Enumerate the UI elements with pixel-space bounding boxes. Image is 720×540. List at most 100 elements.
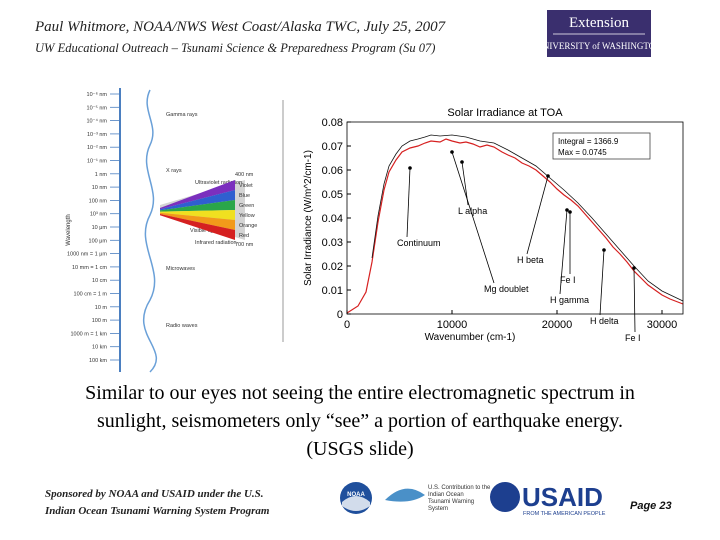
x-axis-label: Wavenumber (cm-1) [425,332,516,343]
scale-label: 10 μm [92,225,108,231]
program-text: System [428,506,448,512]
y-tick-label: 0.01 [322,285,343,297]
x-tick-label: 20000 [542,319,573,331]
arrow-head [408,166,412,170]
logo-text: Extension [569,15,629,31]
arrow-head [632,266,636,270]
y-tick-label: 0.08 [322,117,343,129]
annotation-arrow [451,151,495,284]
annotation-label: Continuum [397,238,441,248]
arrow-head [546,174,550,178]
arrow-head [568,210,572,214]
scale-label: 10 mm = 1 cm [72,265,107,271]
stat-text: Integral = 1366.9 [558,137,619,146]
band-label: Gamma rays [166,112,198,118]
annotation-label: Fe I [625,333,641,343]
spectrum-curve [346,138,684,314]
visible-limit: 400 nm [235,172,254,178]
usaid-seal [490,482,520,512]
arrow-head [602,248,606,252]
usaid-logo: USAID FROM THE AMERICAN PEOPLE [490,482,606,517]
x-tick-label: 0 [344,319,350,331]
logo-text: UNIVERSITY of WASHINGTON [536,41,662,51]
scale-label: 1000 nm = 1 μm [67,252,107,258]
scale-label: 100 km [89,358,107,364]
stat-box [552,132,651,160]
band-label: Infrared radiation [195,240,237,246]
y-tick-label: 0.05 [322,189,343,201]
scale-label: 10⁻¹ nm [87,159,107,165]
annotation-label: H beta [517,255,544,265]
arrow-head [460,160,464,164]
sponsor-line: Sponsored by NOAA and USAID under the U.… [45,488,264,500]
noaa-wave [342,496,370,511]
program-text: U.S. Contribution to the [428,485,491,491]
color-label: Blue [239,193,250,199]
noaa-text: NOAA [347,492,365,498]
irradiance-chart: 0 0.01 0.02 0.03 0.04 0.05 0.06 0.07 0.08 0 10000 2… [282,100,700,343]
x-tick-label: 10000 [437,319,468,331]
scale-label: 100 m [92,318,108,324]
blackbody-curve [371,134,684,302]
band-label: Radio waves [166,323,198,329]
y-axis-label: Solar Irradiance (W/m^2/cm-1) [303,150,314,286]
y-tick-label: 0.03 [322,237,343,249]
wave-icon [385,488,425,502]
scale-label: 100 μm [89,238,108,244]
band-label: Ultraviolet radiation [195,180,242,186]
caption-line: (USGS slide) [306,438,413,460]
scale-label: 10 km [92,345,107,351]
spectrum-diagram: 10⁻⁶ nm 10⁻⁵ nm 10⁻⁴ nm 10⁻³ nm 10⁻² nm 10⁻¹ … [66,88,257,373]
color-label: Green [239,203,254,209]
scale-label: 10 nm [92,185,108,191]
wave [143,89,157,373]
header-line: Paul Whitmore, NOAA/NWS West Coast/Alask… [34,19,447,35]
color-label: Red [239,233,249,239]
y-tick-label: 0.04 [322,213,343,225]
color-band [160,180,235,210]
arrow-head [450,150,454,154]
color-label: Orange [239,223,257,229]
arrow-head [565,208,569,212]
caption-line: Similar to our eyes not seeing the entir… [85,382,635,404]
scale-label: 10⁻² nm [87,145,107,151]
annotation-arrow [559,209,568,295]
axis-label: Wavelength [66,214,72,245]
annotation-label: H gamma [550,295,589,305]
uw-logo: Extension UNIVERSITY of WASHINGTON [536,10,662,57]
annotation-label: H delta [590,316,619,326]
scale-label: 100 cm = 1 m [74,292,108,298]
header-line: UW Educational Outreach – Tsunami Scienc… [35,41,435,55]
annotation-arrow [526,175,549,255]
scale-label: 1 nm [95,172,108,178]
chart-title: Solar Irradiance at TOA [447,107,563,119]
color-label: Violet [239,183,253,189]
logo-box [547,10,651,57]
y-tick-label: 0.07 [322,141,343,153]
band-label: Microwaves [166,266,195,272]
y-tick-label: 0.02 [322,261,343,273]
color-band [160,214,235,240]
y-tick-label: 0 [337,309,343,321]
color-band [160,200,235,212]
program-text: Tsunami Warning [428,499,474,505]
annotation-arrow [633,267,636,333]
annotation-arrow [599,249,605,316]
annotation-label: Fe I [560,275,576,285]
scale-label: 1000 m = 1 km [70,331,107,337]
color-band [160,190,235,211]
scale-label: 10⁻⁵ nm [87,104,108,111]
scale-label: 10 m [95,305,108,311]
scale-label: 10 cm [92,278,107,284]
annotation-label: L alpha [458,206,487,216]
us-program-logo: U.S. Contribution to the Indian Ocean Ts… [385,485,491,512]
caption-line: sunlight, seismometers only “see” a port… [97,410,623,432]
visible-limit: 700 nm [235,242,254,248]
scale-label: 10⁻³ nm [87,132,107,138]
scale-label: 10⁻⁶ nm [87,91,108,98]
band-label: X rays [166,168,182,174]
program-text: Indian Ocean [428,492,464,498]
sponsor-line: Indian Ocean Tsunami Warning System Prog… [44,505,270,517]
scale-label: 100 nm [89,198,108,204]
x-tick-label: 30000 [647,319,678,331]
